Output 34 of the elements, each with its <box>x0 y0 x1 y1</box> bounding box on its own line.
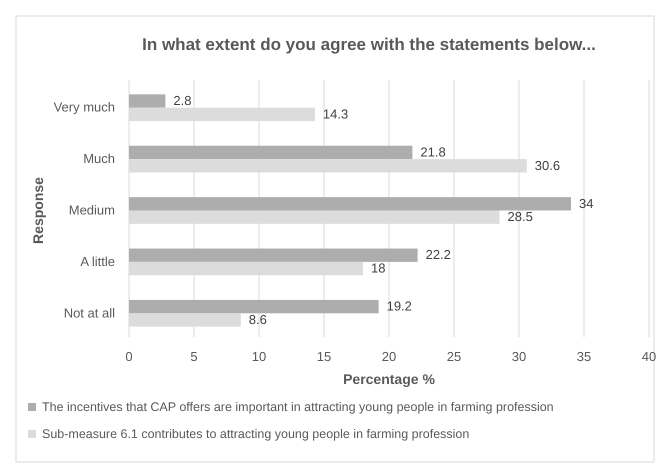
x-tick-label: 40 <box>642 349 656 364</box>
data-label: 21.8 <box>420 144 446 160</box>
data-label: 28.5 <box>508 209 533 224</box>
chart-title: In what extent do you agree with the statements below... <box>142 35 596 54</box>
data-label: 30.6 <box>534 158 560 173</box>
x-tick-label: 0 <box>125 349 133 364</box>
bar <box>129 197 571 210</box>
x-tick-label: 35 <box>576 349 592 364</box>
x-tick-label: 20 <box>382 349 396 364</box>
legend-label: The incentives that CAP offers are important in attracting young people in farming profession <box>42 400 554 414</box>
data-label: 34 <box>579 196 594 211</box>
y-axis-title: Response <box>30 176 46 244</box>
bar <box>129 300 379 314</box>
bar <box>129 94 166 108</box>
y-tick-label: A little <box>80 254 115 269</box>
x-tick-label: 15 <box>316 349 332 364</box>
x-tick-label: 25 <box>446 349 462 364</box>
data-label: 14.3 <box>322 106 348 122</box>
data-label: 8.6 <box>248 312 267 327</box>
data-label: 2.8 <box>173 93 192 108</box>
y-tick-label: Not at all <box>64 305 116 320</box>
data-label: 22.2 <box>426 247 451 262</box>
x-tick-label: 30 <box>512 349 526 364</box>
x-tick-label: 10 <box>252 349 266 364</box>
y-tick-label: Much <box>83 151 115 166</box>
y-tick-label: Very much <box>54 100 115 115</box>
legend-label: Sub-measure 6.1 contributes to attracting young people in farming profession <box>42 427 470 441</box>
bar <box>129 248 418 262</box>
y-tick-label: Medium <box>68 202 115 218</box>
data-label: 19.2 <box>386 298 412 314</box>
x-axis-title: Percentage % <box>343 371 436 387</box>
bar <box>129 146 412 160</box>
data-label: 18 <box>371 260 386 276</box>
x-tick-label: 5 <box>190 349 198 364</box>
